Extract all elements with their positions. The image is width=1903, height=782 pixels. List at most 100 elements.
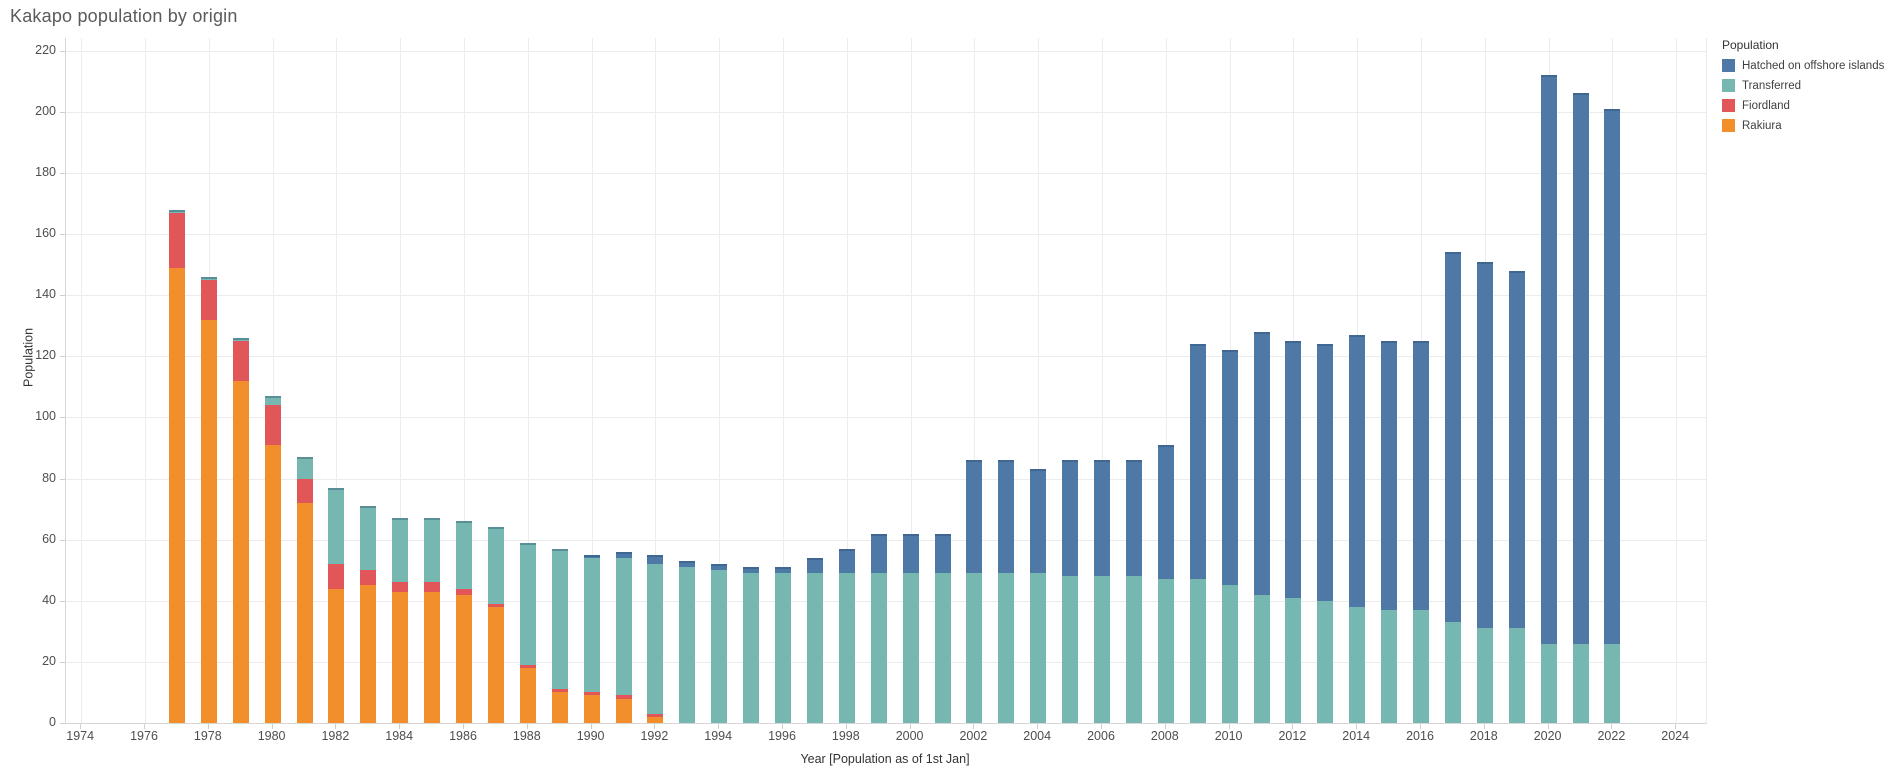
bar-segment-fiordland-1979[interactable] — [232, 341, 249, 381]
bar-segment-transferred-1987[interactable] — [487, 527, 504, 604]
bar-segment-transferred-1983[interactable] — [360, 506, 377, 571]
bar-segment-rakiura-1978[interactable] — [200, 319, 217, 723]
bar-segment-hatched-on-offshore-islands-1991[interactable] — [615, 551, 632, 558]
bar-segment-transferred-2022[interactable] — [1604, 643, 1621, 723]
bar-segment-transferred-1981[interactable] — [296, 457, 313, 479]
bar-segment-rakiura-1982[interactable] — [328, 588, 345, 723]
bar-segment-transferred-2013[interactable] — [1317, 600, 1334, 723]
legend-item-fiordland[interactable]: Fiordland — [1722, 99, 1884, 112]
bar-segment-transferred-2007[interactable] — [1125, 576, 1142, 723]
bar-segment-fiordland-1986[interactable] — [456, 588, 472, 595]
bar-segment-hatched-on-offshore-islands-1996[interactable] — [775, 567, 791, 574]
bar-segment-hatched-on-offshore-islands-2004[interactable] — [1030, 469, 1047, 574]
bar-segment-transferred-1977[interactable] — [168, 209, 185, 213]
bar-segment-transferred-2021[interactable] — [1572, 643, 1589, 723]
bar-segment-hatched-on-offshore-islands-2022[interactable] — [1604, 108, 1621, 644]
bar-segment-hatched-on-offshore-islands-2006[interactable] — [1094, 460, 1110, 577]
bar-segment-hatched-on-offshore-islands-2010[interactable] — [1221, 350, 1238, 586]
bar-segment-transferred-1991[interactable] — [615, 557, 632, 696]
bar-segment-transferred-1998[interactable] — [838, 573, 855, 723]
bar-segment-hatched-on-offshore-islands-2018[interactable] — [1476, 261, 1493, 629]
bar-segment-transferred-2009[interactable] — [1189, 579, 1206, 723]
bar-segment-transferred-1986[interactable] — [456, 521, 472, 589]
bar-segment-hatched-on-offshore-islands-2011[interactable] — [1253, 331, 1270, 595]
bar-segment-transferred-2010[interactable] — [1221, 585, 1238, 723]
bar-segment-hatched-on-offshore-islands-2001[interactable] — [934, 533, 951, 574]
bar-segment-rakiura-1992[interactable] — [647, 716, 664, 723]
bar-segment-hatched-on-offshore-islands-2002[interactable] — [966, 460, 983, 574]
bar-segment-hatched-on-offshore-islands-1997[interactable] — [806, 557, 823, 574]
bar-segment-hatched-on-offshore-islands-1990[interactable] — [583, 554, 600, 558]
bar-segment-rakiura-1988[interactable] — [519, 667, 536, 723]
bar-segment-transferred-2003[interactable] — [998, 573, 1015, 723]
bar-segment-hatched-on-offshore-islands-2007[interactable] — [1125, 460, 1142, 577]
bar-segment-rakiura-1986[interactable] — [456, 594, 472, 723]
plot-area[interactable] — [65, 38, 1707, 724]
bar-segment-transferred-2017[interactable] — [1444, 622, 1461, 723]
bar-segment-fiordland-1987[interactable] — [487, 603, 504, 607]
bar-segment-hatched-on-offshore-islands-1995[interactable] — [743, 567, 760, 574]
bar-segment-transferred-2016[interactable] — [1413, 609, 1429, 723]
bar-segment-transferred-2014[interactable] — [1349, 606, 1366, 723]
bar-segment-transferred-1985[interactable] — [424, 518, 441, 583]
bar-segment-transferred-2018[interactable] — [1476, 628, 1493, 723]
bar-segment-transferred-2019[interactable] — [1508, 628, 1525, 723]
bar-segment-hatched-on-offshore-islands-2000[interactable] — [902, 533, 919, 574]
bar-segment-hatched-on-offshore-islands-2013[interactable] — [1317, 344, 1334, 601]
bar-segment-transferred-1990[interactable] — [583, 557, 600, 693]
bar-segment-transferred-1999[interactable] — [870, 573, 887, 723]
bar-segment-transferred-1984[interactable] — [392, 518, 409, 583]
bar-segment-fiordland-1992[interactable] — [647, 713, 664, 717]
bar-segment-fiordland-1989[interactable] — [551, 689, 568, 693]
bar-segment-rakiura-1977[interactable] — [168, 267, 185, 723]
bar-segment-transferred-1995[interactable] — [743, 573, 760, 723]
bar-segment-transferred-2005[interactable] — [1062, 576, 1079, 723]
bar-segment-transferred-1989[interactable] — [551, 548, 568, 690]
bar-segment-fiordland-1985[interactable] — [424, 582, 441, 592]
bar-segment-rakiura-1981[interactable] — [296, 502, 313, 723]
bar-segment-fiordland-1990[interactable] — [583, 692, 600, 696]
bar-segment-fiordland-1978[interactable] — [200, 279, 217, 320]
bar-segment-transferred-2020[interactable] — [1540, 643, 1557, 723]
bar-segment-fiordland-1984[interactable] — [392, 582, 409, 592]
bar-segment-rakiura-1991[interactable] — [615, 698, 632, 723]
bar-segment-transferred-1994[interactable] — [711, 570, 728, 723]
bar-segment-fiordland-1980[interactable] — [264, 405, 281, 445]
bar-segment-transferred-1982[interactable] — [328, 487, 345, 565]
bar-segment-transferred-1996[interactable] — [775, 573, 791, 723]
bar-segment-fiordland-1977[interactable] — [168, 212, 185, 268]
bar-segment-transferred-2002[interactable] — [966, 573, 983, 723]
bar-segment-hatched-on-offshore-islands-1992[interactable] — [647, 554, 664, 565]
bar-segment-fiordland-1988[interactable] — [519, 664, 536, 668]
bar-segment-hatched-on-offshore-islands-2019[interactable] — [1508, 270, 1525, 629]
bar-segment-hatched-on-offshore-islands-2012[interactable] — [1285, 341, 1302, 598]
bar-segment-transferred-2011[interactable] — [1253, 594, 1270, 723]
bar-segment-hatched-on-offshore-islands-2015[interactable] — [1381, 341, 1398, 610]
bar-segment-hatched-on-offshore-islands-2014[interactable] — [1349, 334, 1366, 607]
bar-segment-transferred-1980[interactable] — [264, 396, 281, 406]
bar-segment-transferred-2001[interactable] — [934, 573, 951, 723]
bar-segment-transferred-1992[interactable] — [647, 564, 664, 714]
legend-item-hatched-on-offshore-islands[interactable]: Hatched on offshore islands — [1722, 59, 1884, 72]
bar-segment-hatched-on-offshore-islands-2017[interactable] — [1444, 252, 1461, 623]
bar-segment-fiordland-1983[interactable] — [360, 570, 377, 586]
bar-segment-transferred-2015[interactable] — [1381, 609, 1398, 723]
bar-segment-fiordland-1981[interactable] — [296, 478, 313, 503]
bar-segment-hatched-on-offshore-islands-1999[interactable] — [870, 533, 887, 574]
bar-segment-fiordland-1982[interactable] — [328, 564, 345, 589]
bar-segment-transferred-2004[interactable] — [1030, 573, 1047, 723]
bar-segment-rakiura-1979[interactable] — [232, 380, 249, 723]
bar-segment-hatched-on-offshore-islands-2021[interactable] — [1572, 93, 1589, 644]
bar-segment-transferred-1997[interactable] — [806, 573, 823, 723]
bar-segment-hatched-on-offshore-islands-2009[interactable] — [1189, 344, 1206, 580]
bar-segment-rakiura-1985[interactable] — [424, 591, 441, 723]
bar-segment-hatched-on-offshore-islands-2005[interactable] — [1062, 460, 1079, 577]
bar-segment-transferred-2012[interactable] — [1285, 597, 1302, 723]
legend-item-transferred[interactable]: Transferred — [1722, 79, 1884, 92]
bar-segment-rakiura-1983[interactable] — [360, 585, 377, 723]
bar-segment-rakiura-1980[interactable] — [264, 444, 281, 723]
bar-segment-hatched-on-offshore-islands-2003[interactable] — [998, 460, 1015, 574]
bar-segment-transferred-1979[interactable] — [232, 337, 249, 341]
bar-segment-transferred-2008[interactable] — [1157, 579, 1174, 723]
bar-segment-hatched-on-offshore-islands-1993[interactable] — [679, 561, 696, 568]
